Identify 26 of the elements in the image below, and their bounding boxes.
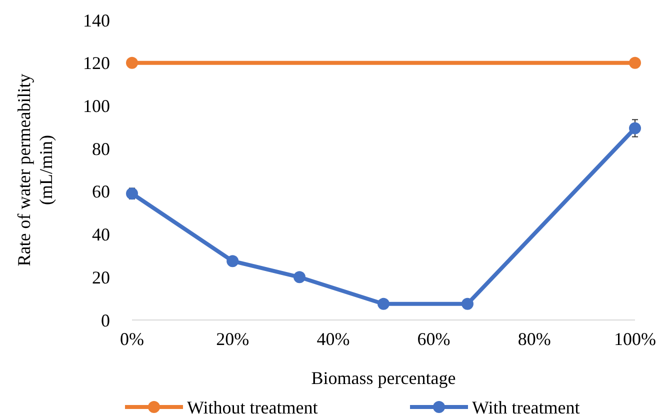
point <box>462 298 474 310</box>
x-tick-label: 40% <box>316 329 350 349</box>
point <box>294 271 306 284</box>
y-tick-label: 40 <box>92 224 110 245</box>
point <box>629 122 641 134</box>
y-tick-label: 140 <box>83 10 110 30</box>
legend-label: With treatment <box>472 397 580 418</box>
y-tick-label: 120 <box>83 53 110 74</box>
legend-label: Without treatment <box>187 397 318 418</box>
point <box>126 188 138 200</box>
x-tick-label: 20% <box>216 329 250 349</box>
y-tick-label: 60 <box>92 182 110 202</box>
y-tick-label: 20 <box>92 267 110 288</box>
x-tick-label: 100% <box>614 329 656 349</box>
x-tick-label: 0% <box>120 329 144 349</box>
y-tick-label: 100 <box>83 96 110 116</box>
y-axis-title: Rate of water permeability (mL/min) <box>14 74 56 266</box>
y-tick-label: 0 <box>101 310 110 330</box>
x-axis-title: Biomass percentage <box>311 368 456 388</box>
y-tick-label: 80 <box>92 138 110 159</box>
x-tick-label: 80% <box>518 329 551 349</box>
x-tick-label: 60% <box>417 329 450 349</box>
point <box>378 298 390 310</box>
point <box>226 255 239 268</box>
point <box>629 56 641 69</box>
point <box>126 56 138 69</box>
